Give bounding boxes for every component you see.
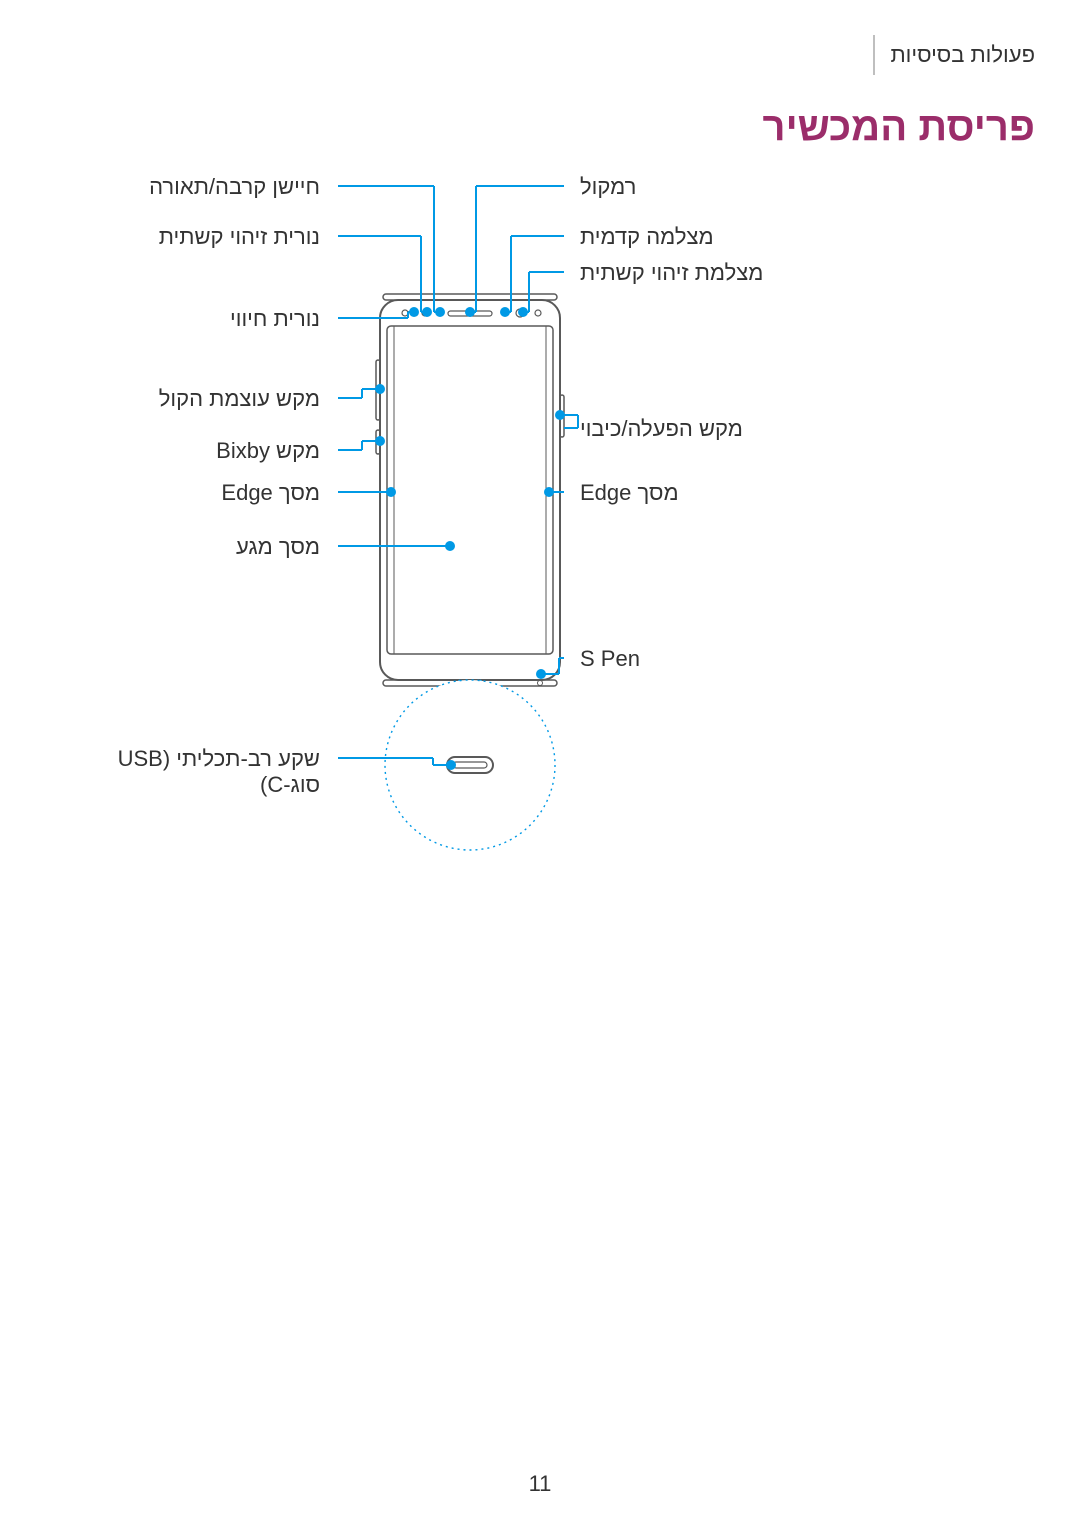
label-usb_c_line2: סוג-C)	[260, 772, 320, 798]
label-indicator_led: נורית חיווי	[230, 306, 320, 332]
label-volume_key: מקש עוצמת הקול	[159, 386, 320, 412]
header-divider	[873, 35, 875, 75]
device-layout-diagram: חיישן קרבה/תאורה נורית זיהוי קשתית נורית ח…	[0, 170, 1080, 870]
label-edge_screen_l: מסך Edge	[221, 480, 320, 506]
label-usb_c: שקע רב-תכליתי (USB	[118, 746, 320, 772]
label-proximity_light_sensor: חיישן קרבה/תאורה	[149, 174, 320, 200]
page-number: 11	[0, 1471, 1080, 1497]
breadcrumb: פעולות בסיסיות	[890, 42, 1035, 68]
label-front_camera: מצלמה קדמית	[580, 224, 714, 250]
label-speaker: רמקול	[580, 174, 636, 200]
label-edge_screen_r: מסך Edge	[580, 480, 679, 506]
label-bixby_key: מקש Bixby	[216, 438, 320, 464]
label-iris_camera: מצלמת זיהוי קשתית	[580, 260, 763, 286]
label-power_key: מקש הפעלה/כיבוי	[580, 416, 743, 442]
label-touch_screen: מסך מגע	[236, 534, 320, 560]
page-title: פריסת המכשיר	[763, 105, 1035, 150]
label-iris_led: נורית זיהוי קשתית	[159, 224, 320, 250]
label-s_pen: S Pen	[580, 646, 640, 672]
